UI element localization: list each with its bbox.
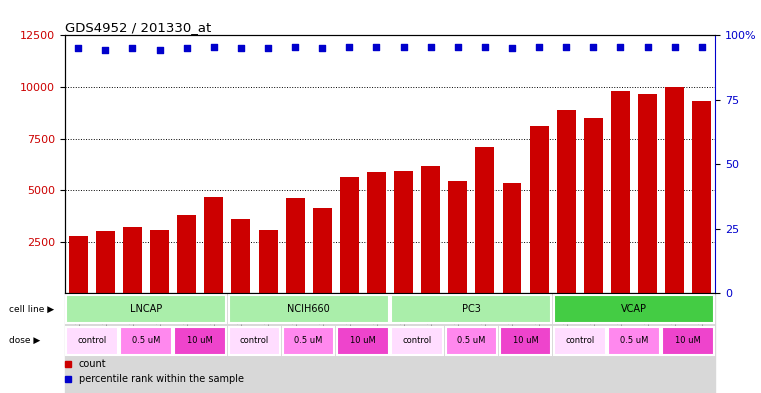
FancyBboxPatch shape [500,327,551,355]
Point [642,44,654,50]
Point [289,44,301,50]
Bar [231,219,250,294]
Bar [665,87,684,294]
Text: 0.5 uM: 0.5 uM [132,336,161,345]
FancyBboxPatch shape [283,327,334,355]
Text: control: control [240,336,269,345]
Point [614,44,626,50]
Point [533,44,545,50]
FancyBboxPatch shape [120,327,172,355]
Text: control: control [77,336,107,345]
Point [126,45,139,51]
Text: 10 uM: 10 uM [675,336,701,345]
Point [587,44,600,50]
Bar [150,230,169,294]
FancyBboxPatch shape [554,295,714,323]
Point [154,47,166,53]
Point [208,44,220,50]
Point [180,45,193,51]
Point [371,44,383,50]
Point [235,45,247,51]
Point [343,44,355,50]
Text: 0.5 uM: 0.5 uM [619,336,648,345]
Point [560,44,572,50]
Text: 0.5 uM: 0.5 uM [295,336,323,345]
Text: VCAP: VCAP [621,304,647,314]
Bar [340,177,359,294]
Bar [367,172,386,294]
Bar [638,94,657,294]
FancyBboxPatch shape [229,295,389,323]
Point [316,45,328,51]
Point [425,44,437,50]
Bar [421,167,440,294]
Point [452,44,464,50]
FancyBboxPatch shape [554,327,606,355]
Text: count: count [79,359,107,369]
Bar [313,208,332,294]
Text: 0.5 uM: 0.5 uM [457,336,486,345]
Text: NCIH660: NCIH660 [288,304,330,314]
FancyBboxPatch shape [446,327,497,355]
Point [99,47,111,53]
Text: GDS4952 / 201330_at: GDS4952 / 201330_at [65,21,211,34]
FancyBboxPatch shape [337,327,389,355]
Text: control: control [565,336,594,345]
Bar [68,235,88,294]
Bar [177,215,196,294]
Text: LNCAP: LNCAP [130,304,162,314]
Bar [476,147,495,294]
Point [479,44,491,50]
FancyBboxPatch shape [229,327,280,355]
Point [397,44,409,50]
Bar [123,227,142,294]
Text: 10 uM: 10 uM [187,336,213,345]
FancyBboxPatch shape [66,295,226,323]
FancyBboxPatch shape [608,327,660,355]
Point [669,44,681,50]
Bar [65,294,715,393]
Bar [502,183,521,294]
Bar [530,126,549,294]
Point [696,44,708,50]
Text: percentile rank within the sample: percentile rank within the sample [79,375,244,384]
Point [262,45,274,51]
FancyBboxPatch shape [391,327,443,355]
Bar [611,91,630,294]
Bar [448,181,467,294]
Bar [259,230,278,294]
Bar [204,197,223,294]
Text: 10 uM: 10 uM [350,336,376,345]
Text: cell line ▶: cell line ▶ [9,305,55,314]
Bar [557,110,576,294]
Text: control: control [403,336,431,345]
Text: dose ▶: dose ▶ [9,336,40,345]
Bar [96,231,115,294]
Bar [693,101,712,294]
Point [72,45,84,51]
FancyBboxPatch shape [663,327,714,355]
FancyBboxPatch shape [391,295,551,323]
Text: PC3: PC3 [462,304,481,314]
Point [506,45,518,51]
Text: 10 uM: 10 uM [513,336,539,345]
Bar [584,118,603,294]
FancyBboxPatch shape [66,327,117,355]
FancyBboxPatch shape [174,327,226,355]
Bar [285,198,304,294]
Bar [394,171,413,294]
